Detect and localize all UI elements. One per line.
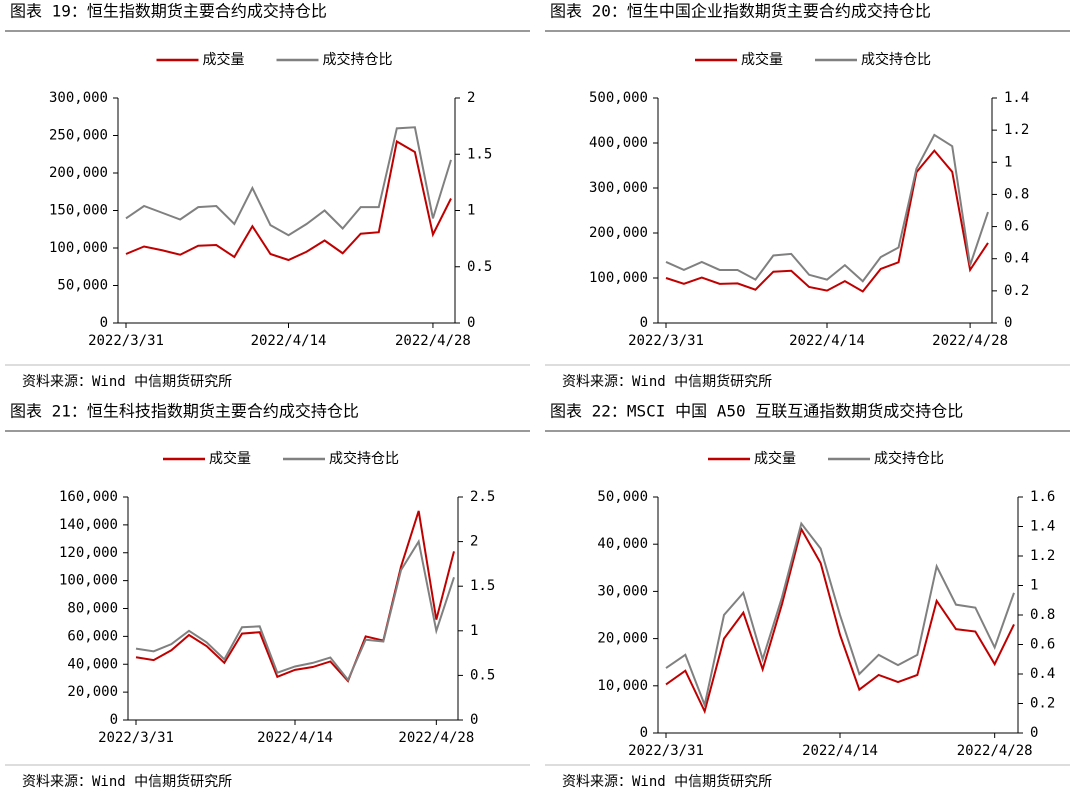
y2-tick-label: 0.8 <box>1030 607 1055 623</box>
series-line <box>665 149 989 293</box>
y2-tick-label: 0.5 <box>467 259 492 275</box>
source-note: 资料来源：Wind 中信期货研究所 <box>562 773 772 790</box>
y-tick-label: 40,000 <box>67 656 118 672</box>
series-line <box>665 133 989 283</box>
y-tick-label: 60,000 <box>67 628 118 644</box>
y2-tick-label: 0 <box>470 712 478 728</box>
y2-tick-label: 0.4 <box>1030 666 1055 682</box>
y-tick-label: 100,000 <box>59 573 118 589</box>
y-tick-label: 10,000 <box>597 678 648 694</box>
y-tick-label: 150,000 <box>49 203 108 219</box>
y-tick-label: 400,000 <box>589 135 648 151</box>
y2-tick-label: 2 <box>470 534 478 550</box>
chart-title: 图表 22：MSCI 中国 A50 互联互通指数期货成交持仓比 <box>550 402 963 421</box>
source-note: 资料来源：Wind 中信期货研究所 <box>562 373 772 390</box>
y2-tick-label: 0.5 <box>470 667 495 683</box>
y2-tick-label: 0 <box>1004 315 1012 331</box>
y2-tick-label: 2 <box>467 90 475 106</box>
y2-tick-label: 1.2 <box>1030 548 1055 564</box>
series-line <box>125 139 452 262</box>
legend-label: 成交持仓比 <box>874 450 944 467</box>
y2-tick-label: 1 <box>1004 154 1012 170</box>
x-tick-label: 2022/3/31 <box>98 730 174 746</box>
series-line <box>135 538 455 682</box>
x-tick-label: 2022/4/14 <box>789 333 865 349</box>
legend-label: 成交量 <box>741 51 783 68</box>
x-tick-label: 2022/4/28 <box>398 730 474 746</box>
y-tick-label: 80,000 <box>67 601 118 617</box>
y-tick-label: 0 <box>640 315 648 331</box>
y-tick-label: 200,000 <box>589 225 648 241</box>
source-note: 资料来源：Wind 中信期货研究所 <box>22 773 232 790</box>
y2-tick-label: 1.2 <box>1004 122 1029 138</box>
y-tick-label: 50,000 <box>57 278 108 294</box>
y2-tick-label: 0 <box>467 315 475 331</box>
y-tick-label: 40,000 <box>597 536 648 552</box>
x-tick-label: 2022/3/31 <box>88 333 164 349</box>
x-tick-label: 2022/4/14 <box>802 743 878 759</box>
legend-label: 成交持仓比 <box>323 51 393 68</box>
chart-title: 图表 19：恒生指数期货主要合约成交持仓比 <box>10 2 327 21</box>
chart-title: 图表 21：恒生科技指数期货主要合约成交持仓比 <box>10 402 359 421</box>
y2-tick-label: 0.2 <box>1030 696 1055 712</box>
legend-label: 成交量 <box>203 51 245 68</box>
series-line <box>665 521 1015 709</box>
y2-tick-label: 2.5 <box>470 489 495 505</box>
x-tick-label: 2022/3/31 <box>628 333 704 349</box>
y2-tick-label: 0.8 <box>1004 186 1029 202</box>
y-tick-label: 300,000 <box>589 180 648 196</box>
y2-tick-label: 0.2 <box>1004 283 1029 299</box>
y-tick-label: 300,000 <box>49 90 108 106</box>
y-tick-label: 20,000 <box>597 631 648 647</box>
legend-label: 成交持仓比 <box>329 450 399 467</box>
y2-tick-label: 1.4 <box>1030 519 1055 535</box>
y-tick-label: 160,000 <box>59 489 118 505</box>
series-line <box>135 510 455 683</box>
y-tick-label: 120,000 <box>59 545 118 561</box>
source-note: 资料来源：Wind 中信期货研究所 <box>22 373 232 390</box>
y-tick-label: 0 <box>110 712 118 728</box>
y2-tick-label: 1.6 <box>1030 489 1055 505</box>
legend-label: 成交量 <box>754 450 796 467</box>
y-tick-label: 200,000 <box>49 165 108 181</box>
y2-tick-label: 0.4 <box>1004 251 1029 267</box>
y2-tick-label: 1 <box>467 203 475 219</box>
y2-tick-label: 1.5 <box>467 146 492 162</box>
y2-tick-label: 0.6 <box>1030 637 1055 653</box>
series-line <box>665 526 1015 715</box>
y2-tick-label: 0.6 <box>1004 219 1029 235</box>
y-tick-label: 30,000 <box>597 583 648 599</box>
series-line <box>125 126 452 237</box>
y-tick-label: 100,000 <box>49 240 108 256</box>
y-tick-label: 500,000 <box>589 90 648 106</box>
x-tick-label: 2022/4/28 <box>932 333 1008 349</box>
y2-tick-label: 1 <box>470 623 478 639</box>
x-tick-label: 2022/4/28 <box>957 743 1033 759</box>
x-tick-label: 2022/4/14 <box>257 730 333 746</box>
x-tick-label: 2022/4/28 <box>395 333 471 349</box>
chart-title: 图表 20：恒生中国企业指数期货主要合约成交持仓比 <box>550 2 931 21</box>
legend-label: 成交持仓比 <box>861 51 931 68</box>
y-tick-label: 140,000 <box>59 517 118 533</box>
y-tick-label: 100,000 <box>589 270 648 286</box>
y-tick-label: 0 <box>100 315 108 331</box>
y2-tick-label: 1.4 <box>1004 90 1029 106</box>
legend-label: 成交量 <box>209 450 251 467</box>
y2-tick-label: 1 <box>1030 578 1038 594</box>
y-tick-label: 20,000 <box>67 684 118 700</box>
y-tick-label: 50,000 <box>597 489 648 505</box>
y2-tick-label: 0 <box>1030 725 1038 741</box>
y-tick-label: 0 <box>640 725 648 741</box>
x-tick-label: 2022/3/31 <box>628 743 704 759</box>
y2-tick-label: 1.5 <box>470 578 495 594</box>
x-tick-label: 2022/4/14 <box>251 333 327 349</box>
y-tick-label: 250,000 <box>49 128 108 144</box>
